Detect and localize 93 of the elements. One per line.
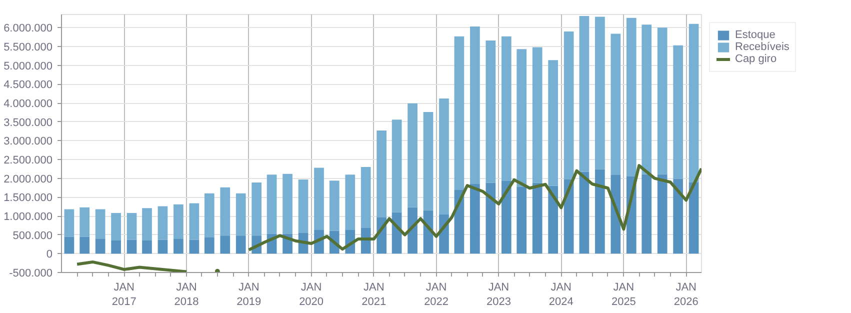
x-tick-label: JAN 2017 xyxy=(112,282,136,308)
y-tick-label: 500.000 xyxy=(12,230,53,242)
bar xyxy=(642,24,652,174)
y-tick-label: -500.000 xyxy=(9,268,53,280)
x-tick-label: JAN 2020 xyxy=(299,282,324,308)
bar xyxy=(64,236,74,254)
y-tick-label: 6.000.000 xyxy=(4,22,52,35)
bar xyxy=(626,18,636,176)
bar xyxy=(95,238,106,254)
bar xyxy=(314,168,324,230)
y-tick-label: 5.500.000 xyxy=(4,42,52,54)
bar xyxy=(111,240,121,254)
bar xyxy=(345,174,356,230)
x-tick-label: JAN 2025 xyxy=(611,282,636,308)
bar xyxy=(95,209,106,239)
bar xyxy=(142,208,152,240)
y-tick-label: 4.000.000 xyxy=(4,98,52,110)
y-tick-label: 1.000.000 xyxy=(4,211,52,224)
bar xyxy=(142,240,152,254)
bar xyxy=(329,180,340,231)
bar xyxy=(236,193,246,236)
bar xyxy=(266,174,277,234)
bar xyxy=(564,31,574,180)
bar xyxy=(80,236,90,254)
bar xyxy=(688,182,699,254)
y-tick-label: 3.500.000 xyxy=(4,116,52,129)
bar xyxy=(80,207,90,237)
bar xyxy=(657,28,668,174)
bar xyxy=(439,98,449,214)
y-tick-label: 4.500.000 xyxy=(4,79,52,92)
y-tick-label: 2.500.000 xyxy=(4,154,52,167)
bar xyxy=(579,16,590,172)
bar xyxy=(111,212,121,240)
bar xyxy=(548,60,558,186)
bar xyxy=(189,240,200,254)
bar xyxy=(595,169,605,254)
bar xyxy=(204,193,214,238)
bar xyxy=(392,120,402,212)
bar xyxy=(532,47,542,183)
bar xyxy=(673,178,683,254)
bar xyxy=(501,36,512,181)
bar xyxy=(174,238,184,254)
y-tick-label: 3.000.000 xyxy=(4,136,52,148)
bar xyxy=(532,182,542,254)
x-tick-label: JAN 2019 xyxy=(236,282,262,308)
bar xyxy=(516,187,527,254)
bar xyxy=(189,203,200,240)
bar xyxy=(174,204,184,239)
x-tick-label: JAN 2021 xyxy=(362,282,386,308)
bar xyxy=(158,240,168,254)
x-tick-label: JAN 2024 xyxy=(548,282,574,308)
bar xyxy=(360,167,371,228)
bar xyxy=(595,16,605,170)
legend-label: Recebíveis xyxy=(735,41,790,53)
legend-label: Cap giro xyxy=(735,53,777,65)
bar xyxy=(501,180,512,254)
bar xyxy=(236,236,246,254)
bar xyxy=(470,26,480,184)
bar xyxy=(298,179,308,233)
bar xyxy=(454,36,464,190)
y-tick-label: 5.000.000 xyxy=(4,60,52,72)
bar xyxy=(64,209,74,237)
bar xyxy=(408,103,418,208)
bar xyxy=(204,237,214,254)
x-tick-label: JAN 2022 xyxy=(424,282,449,308)
bar xyxy=(642,174,652,254)
x-tick-label: JAN 2026 xyxy=(674,282,698,308)
bar xyxy=(657,174,668,254)
y-tick-label: 2.000.000 xyxy=(4,173,52,186)
x-tick-label: JAN 2018 xyxy=(174,282,199,308)
bar xyxy=(376,130,387,218)
bar xyxy=(158,206,168,240)
y-tick-label: 1.500.000 xyxy=(4,192,52,204)
bar xyxy=(282,174,292,234)
bar xyxy=(408,207,418,254)
bar xyxy=(470,184,480,254)
bar xyxy=(220,236,230,254)
bar xyxy=(688,24,699,182)
bar xyxy=(516,49,527,187)
y-tick-label: 0 xyxy=(46,248,53,261)
bar xyxy=(486,40,496,183)
bar xyxy=(673,45,683,179)
bar xyxy=(610,34,621,175)
bar xyxy=(579,172,590,254)
bar xyxy=(423,112,434,210)
bar xyxy=(548,186,558,254)
bar xyxy=(252,182,262,236)
bar xyxy=(126,240,137,254)
bar xyxy=(126,212,137,240)
bar xyxy=(486,182,496,254)
x-tick-label: JAN 2023 xyxy=(486,282,511,308)
legend-label: Estoque xyxy=(735,29,776,41)
bar xyxy=(220,187,230,236)
